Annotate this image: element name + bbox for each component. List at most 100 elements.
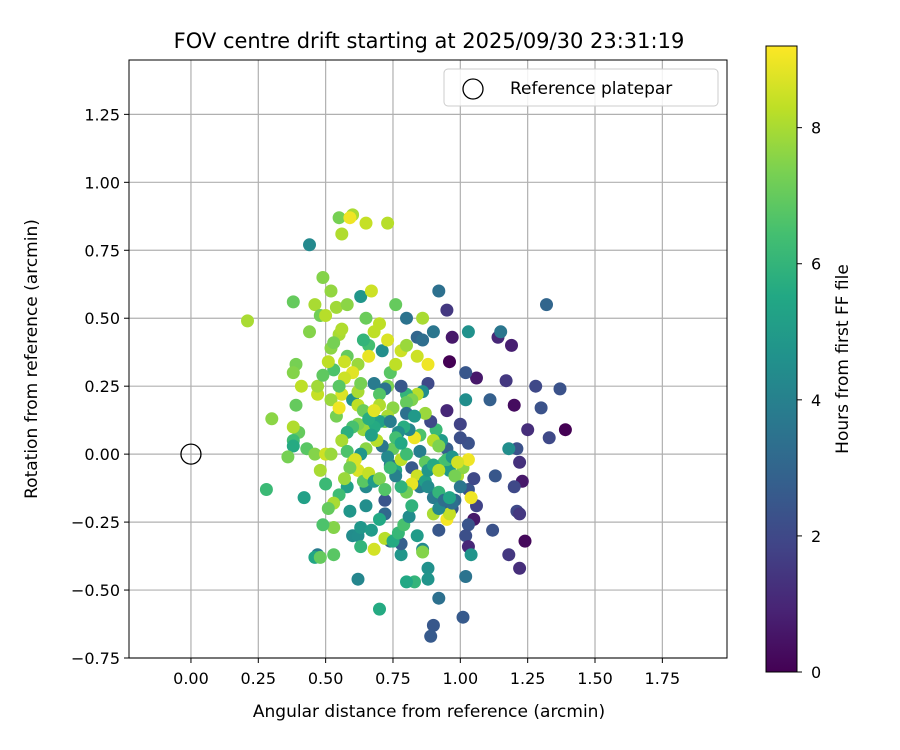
data-point — [461, 325, 475, 339]
data-point — [416, 311, 430, 325]
data-point — [553, 382, 567, 396]
data-point — [521, 423, 535, 437]
data-point — [459, 529, 473, 543]
data-point — [259, 483, 273, 496]
data-point — [303, 325, 316, 339]
data-point — [448, 469, 462, 483]
data-point — [373, 472, 386, 486]
data-point — [289, 398, 303, 412]
data-point — [359, 499, 373, 513]
data-point — [327, 336, 341, 350]
data-point — [456, 610, 470, 624]
data-point — [383, 415, 397, 428]
data-point — [443, 507, 456, 521]
data-point — [286, 366, 300, 380]
data-point — [294, 379, 308, 393]
data-point — [335, 227, 349, 241]
data-point — [461, 453, 475, 467]
data-point — [432, 439, 446, 453]
data-point — [381, 333, 395, 347]
data-point — [343, 461, 357, 475]
data-point — [507, 480, 521, 494]
y-tick-label: −0.50 — [71, 581, 120, 600]
data-point — [440, 303, 454, 317]
data-point — [483, 393, 497, 407]
data-point — [432, 463, 446, 477]
data-point — [418, 406, 432, 420]
data-point — [316, 271, 330, 284]
data-point — [375, 344, 389, 358]
data-point — [453, 431, 467, 445]
data-point — [332, 211, 346, 225]
colorbar-tick-label: 6 — [811, 255, 821, 274]
data-point — [335, 322, 349, 336]
data-point — [343, 211, 357, 225]
data-point — [313, 550, 327, 564]
data-point — [464, 491, 478, 505]
legend-marker-icon — [462, 78, 484, 100]
y-tick-label: 1.00 — [84, 173, 120, 192]
data-point — [364, 523, 378, 537]
data-point — [453, 480, 467, 494]
data-point — [513, 561, 527, 575]
data-point — [413, 444, 427, 458]
data-point — [381, 450, 395, 464]
data-point — [421, 572, 435, 586]
data-points — [180, 208, 572, 643]
colorbar-tick-label: 8 — [811, 119, 821, 138]
plot-area-frame — [128, 59, 728, 659]
reference-platepar-point — [180, 443, 202, 465]
y-tick-label: 1.25 — [84, 105, 120, 124]
data-point — [373, 602, 386, 616]
x-tick-label: 1.75 — [645, 669, 681, 688]
data-point — [329, 300, 343, 314]
data-point — [445, 330, 459, 344]
y-tick-label: 0.50 — [84, 309, 120, 328]
data-point — [558, 423, 572, 437]
data-point — [367, 377, 381, 390]
data-point — [507, 398, 521, 412]
x-axis-label: Angular distance from reference (arcmin) — [253, 702, 605, 722]
data-point — [424, 629, 438, 643]
data-point — [286, 420, 300, 434]
data-point — [453, 417, 467, 431]
data-point — [321, 355, 335, 369]
data-point — [308, 447, 322, 461]
data-point — [241, 314, 254, 328]
data-point — [359, 216, 373, 230]
data-point — [486, 523, 500, 537]
data-point — [327, 521, 341, 534]
data-point — [316, 368, 330, 382]
data-point — [502, 442, 516, 456]
data-point — [297, 491, 311, 505]
data-point — [340, 298, 354, 312]
data-point — [356, 333, 370, 347]
data-point — [335, 434, 349, 447]
data-point — [394, 379, 408, 393]
y-tick-label: 0.00 — [84, 445, 120, 464]
data-point — [426, 618, 440, 632]
data-point — [505, 338, 518, 352]
data-point — [529, 379, 543, 393]
data-point — [426, 325, 440, 339]
y-tick-label: 0.25 — [84, 377, 120, 396]
data-point — [394, 436, 408, 450]
data-point — [513, 455, 527, 469]
data-point — [513, 507, 527, 521]
y-tick-label: 0.75 — [84, 241, 120, 260]
data-point — [286, 439, 300, 453]
colorbar-tick-label: 0 — [811, 663, 821, 682]
data-point — [402, 510, 416, 524]
x-tick-label: 1.50 — [577, 669, 613, 688]
data-point — [324, 284, 338, 298]
data-point — [354, 377, 368, 390]
data-point — [311, 379, 325, 393]
data-point — [332, 379, 346, 393]
colorbar-ticks: 0 2 4 6 8 — [797, 119, 821, 682]
data-point — [408, 409, 421, 423]
data-point — [416, 545, 430, 559]
data-point — [421, 561, 435, 575]
data-point — [534, 401, 548, 415]
data-point — [400, 338, 413, 352]
